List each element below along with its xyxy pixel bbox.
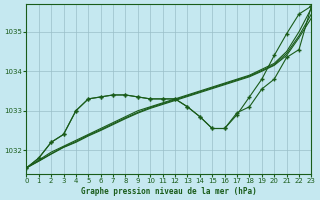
X-axis label: Graphe pression niveau de la mer (hPa): Graphe pression niveau de la mer (hPa) (81, 187, 257, 196)
